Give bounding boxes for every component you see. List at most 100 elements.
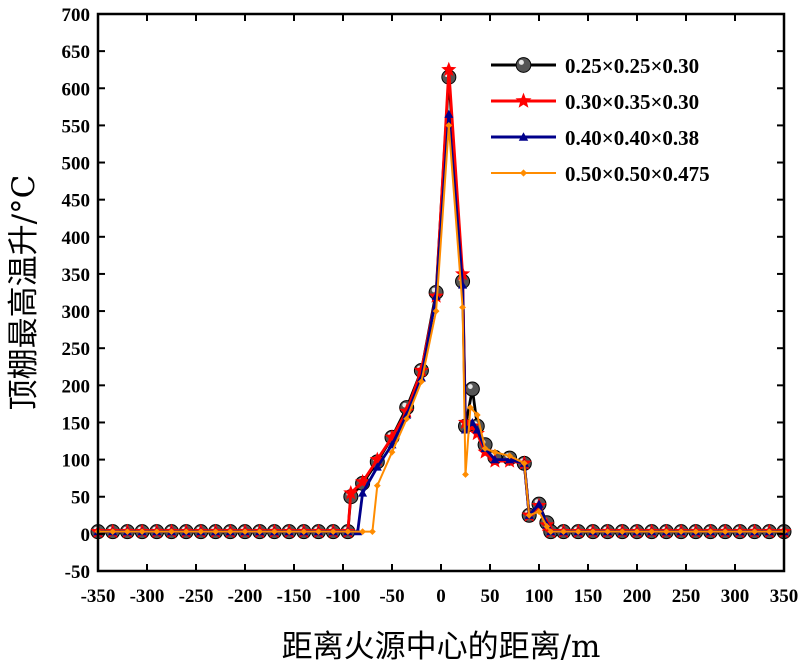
- y-tick-label: 400: [62, 228, 91, 249]
- diamond-marker: [124, 528, 131, 536]
- diamond-marker: [329, 528, 337, 536]
- diamond-marker: [467, 404, 474, 412]
- y-tick-label: 700: [62, 5, 91, 26]
- legend-label: 0.25×0.25×0.30: [565, 54, 699, 78]
- ticks-layer: -350 -300 -250 -200 -150 -100 -50 0 50 100 150 200 2…: [62, 5, 799, 607]
- diamond-marker: [445, 122, 453, 129]
- diamond-marker: [677, 528, 685, 536]
- diamond-marker: [462, 471, 469, 478]
- star-marker: [515, 92, 532, 108]
- diamond-marker: [633, 528, 641, 536]
- diamond-marker: [212, 528, 219, 536]
- triangle-marker: [490, 455, 500, 464]
- star-marker: [369, 451, 385, 467]
- diamond-marker: [271, 528, 278, 536]
- x-tick-label: 350: [770, 586, 799, 607]
- x-tick-label: 200: [623, 586, 652, 607]
- y-tick-label: 200: [62, 376, 91, 397]
- y-axis-title: 顶棚最高温升/°C: [6, 175, 42, 411]
- triangle-marker: [472, 425, 482, 434]
- diamond-marker: [721, 528, 729, 536]
- diamond-marker: [109, 528, 117, 536]
- diamond-marker: [692, 528, 700, 536]
- diamond-marker: [369, 528, 376, 536]
- triangle-marker: [402, 410, 412, 419]
- diamond-marker: [506, 452, 513, 460]
- diamond-marker: [300, 528, 308, 536]
- diamond-marker: [765, 528, 773, 536]
- x-tick-label: 0: [436, 586, 446, 607]
- y-tick-label: 100: [62, 451, 91, 472]
- diamond-marker: [432, 307, 440, 315]
- diamond-marker: [285, 528, 293, 536]
- diamond-marker: [481, 445, 489, 452]
- y-tick-label: 300: [62, 302, 91, 323]
- diamond-marker: [648, 528, 656, 536]
- star-marker: [384, 429, 400, 444]
- triangle-marker: [431, 291, 441, 300]
- diamond-marker: [547, 528, 555, 536]
- diamond-marker: [388, 448, 396, 456]
- diamond-marker: [182, 528, 190, 536]
- diamond-marker: [663, 528, 670, 536]
- diamond-marker: [520, 459, 528, 467]
- sphere-marker: [464, 381, 480, 397]
- triangle-marker: [518, 132, 529, 141]
- x-tick-label: -200: [228, 586, 263, 607]
- star-marker: [343, 485, 359, 500]
- triangle-marker: [444, 109, 454, 118]
- x-tick-label: 50: [481, 586, 500, 607]
- diamond-marker: [168, 528, 175, 536]
- diamond-marker: [153, 528, 161, 536]
- x-tick-label: 100: [525, 586, 554, 607]
- star-marker: [355, 473, 371, 489]
- diamond-marker: [138, 528, 146, 536]
- x-axis-title: 距离火源中心的距离/m: [282, 629, 601, 665]
- x-tick-label: 300: [721, 586, 750, 607]
- star-marker: [413, 362, 429, 377]
- legend-item: 0.50×0.50×0.475: [491, 162, 710, 186]
- y-tick-label: 600: [62, 79, 91, 100]
- diamond-marker: [751, 528, 758, 536]
- diamond-marker: [543, 523, 551, 530]
- diamond-marker: [344, 528, 352, 536]
- diamond-marker: [197, 528, 205, 536]
- y-tick-label: 650: [62, 42, 91, 63]
- sphere-highlight: [518, 59, 524, 65]
- y-tick-label: 250: [62, 339, 91, 360]
- series-layer: [90, 61, 792, 540]
- triangle-marker: [372, 462, 382, 471]
- y-tick-label: 350: [62, 265, 91, 286]
- x-tick-label: -150: [277, 586, 312, 607]
- x-tick-label: 150: [574, 586, 603, 607]
- legend: 0.25×0.25×0.30 0.30×0.35×0.30 0.40×0.40×0.…: [491, 54, 710, 186]
- diamond-marker: [535, 508, 543, 515]
- y-tick-label: -50: [65, 562, 90, 583]
- diamond-marker: [519, 169, 528, 177]
- diamond-marker: [707, 528, 714, 536]
- legend-item: 0.30×0.35×0.30: [491, 90, 699, 114]
- legend-label: 0.50×0.50×0.475: [565, 162, 710, 186]
- y-tick-label: 450: [62, 191, 91, 212]
- sphere-marker: [515, 57, 532, 73]
- x-tick-label: -50: [379, 586, 404, 607]
- y-tick-label: 0: [81, 525, 91, 546]
- x-tick-label: 250: [672, 586, 701, 607]
- y-tick-label: 50: [71, 488, 90, 509]
- x-tick-label: -100: [326, 586, 361, 607]
- diamond-marker: [359, 528, 366, 536]
- diamond-marker: [241, 528, 249, 536]
- x-tick-label: -250: [179, 586, 214, 607]
- diamond-marker: [525, 511, 533, 519]
- diamond-marker: [491, 448, 499, 456]
- diamond-marker: [459, 303, 466, 311]
- triangle-marker: [358, 488, 368, 497]
- diamond-marker: [618, 528, 626, 536]
- diamond-marker: [574, 528, 582, 536]
- diamond-marker: [315, 528, 322, 536]
- legend-item: 0.25×0.25×0.30: [491, 54, 699, 78]
- legend-label: 0.30×0.35×0.30: [565, 90, 699, 114]
- y-tick-label: 500: [62, 154, 91, 175]
- diamond-marker: [473, 411, 481, 419]
